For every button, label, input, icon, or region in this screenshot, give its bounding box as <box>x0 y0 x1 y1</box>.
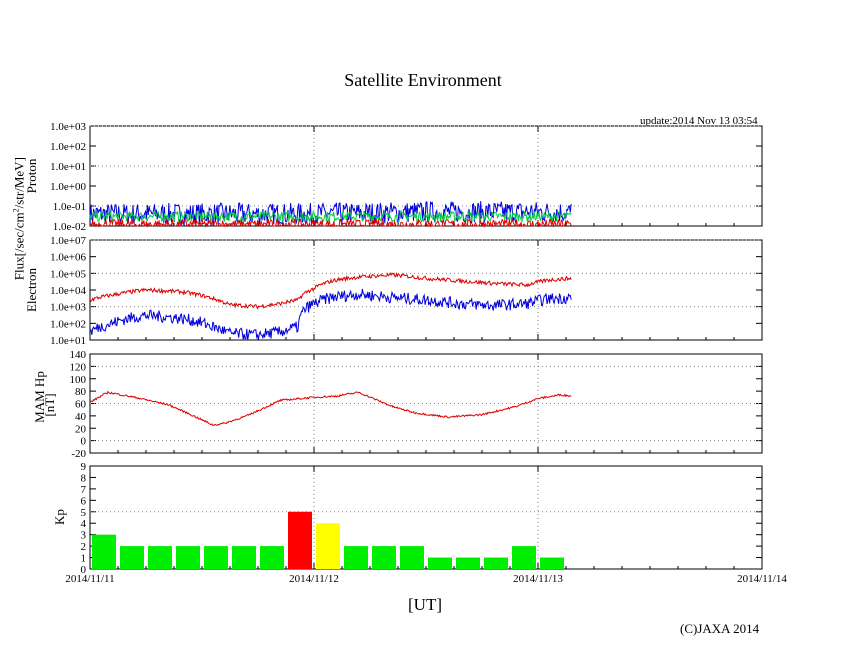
y-tick-label: 1.0e+03 <box>50 302 86 314</box>
chart-title: Satellite Environment <box>344 70 502 90</box>
y-tick-label: -20 <box>71 448 86 460</box>
y-tick-label: 1.0e+05 <box>50 268 86 280</box>
y-tick-label: 4 <box>81 518 87 530</box>
y-tick-label: 1 <box>81 553 87 565</box>
y-tick-label: 3 <box>81 530 87 542</box>
kp-bar <box>372 546 396 569</box>
x-tick-label: 2014/11/14 <box>737 573 787 585</box>
y-tick-label: 1.0e+00 <box>50 181 86 193</box>
y-tick-label: 40 <box>75 411 87 423</box>
y-tick-label: 9 <box>81 461 87 473</box>
y-tick-label: 8 <box>81 472 87 484</box>
y-tick-label: 0 <box>81 564 87 576</box>
series-line-red <box>89 272 572 310</box>
x-axis-unit: [UT] <box>408 595 442 614</box>
kp-bar <box>400 546 424 569</box>
update-timestamp: update:2014 Nov 13 03:54 <box>640 115 758 127</box>
y-tick-label: 6 <box>81 495 87 507</box>
y-tick-label: 5 <box>81 507 87 519</box>
y-tick-label: 1.0e+03 <box>50 121 86 133</box>
y-tick-label: 1.0e-02 <box>53 221 86 233</box>
y-tick-label: 1.0e+06 <box>50 252 86 264</box>
series-line-red <box>89 390 572 427</box>
kp-bar <box>92 534 116 569</box>
kp-bar <box>428 557 452 569</box>
y-tick-label: 1.0e+02 <box>50 141 86 153</box>
y-tick-label: 1.0e+04 <box>50 285 86 297</box>
kp-bar <box>540 557 564 569</box>
kp-bar <box>344 546 368 569</box>
y-tick-label: 1.0e+02 <box>50 318 86 330</box>
y-tick-label: 7 <box>81 484 87 496</box>
kp-bar <box>260 546 284 569</box>
kp-bar <box>148 546 172 569</box>
y-tick-label: 80 <box>75 386 87 398</box>
series-line-green <box>89 210 572 223</box>
kp-bar <box>316 523 340 569</box>
copyright: (C)JAXA 2014 <box>680 621 760 636</box>
y-tick-label: 1.0e+01 <box>50 335 86 347</box>
y-tick-label: 20 <box>75 423 87 435</box>
y-tick-label: 120 <box>70 361 87 373</box>
y-tick-label: 1.0e+07 <box>50 235 86 247</box>
kp-bar <box>288 511 312 569</box>
y-tick-label: 2 <box>81 541 87 553</box>
series-line-red <box>89 218 572 228</box>
kp-bar <box>204 546 228 569</box>
y-tick-label: 140 <box>70 349 87 361</box>
x-tick-label: 2014/11/13 <box>513 573 563 585</box>
y-tick-label: 1.0e-01 <box>53 201 86 213</box>
kp-bar <box>176 546 200 569</box>
y-tick-label: 60 <box>75 399 87 411</box>
kp-bar <box>120 546 144 569</box>
y-tick-label: 0 <box>81 436 87 448</box>
kp-bar <box>484 557 508 569</box>
series-line-blue <box>89 288 572 341</box>
y-tick-label: 100 <box>70 374 87 386</box>
x-tick-label: 2014/11/11 <box>65 573 114 585</box>
kp-bar <box>232 546 256 569</box>
kp-bar <box>456 557 480 569</box>
x-tick-label: 2014/11/12 <box>289 573 339 585</box>
kp-bar <box>512 546 536 569</box>
y-tick-label: 1.0e+01 <box>50 161 86 173</box>
